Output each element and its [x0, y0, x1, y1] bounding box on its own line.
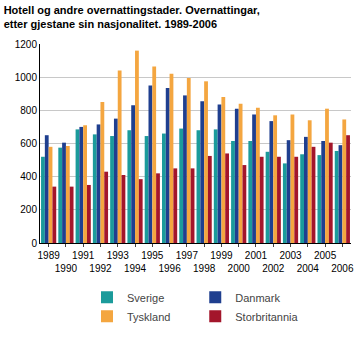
svg-text:Tyskland: Tyskland: [127, 311, 170, 323]
svg-text:2002: 2002: [262, 263, 285, 274]
svg-text:2001: 2001: [245, 250, 268, 261]
svg-text:1997: 1997: [176, 250, 199, 261]
svg-text:1992: 1992: [89, 263, 112, 274]
svg-text:1998: 1998: [193, 263, 216, 274]
svg-text:1200: 1200: [15, 39, 38, 50]
svg-text:Sverige: Sverige: [127, 292, 164, 304]
svg-text:2003: 2003: [279, 250, 302, 261]
svg-text:1991: 1991: [72, 250, 95, 261]
svg-text:1990: 1990: [55, 263, 78, 274]
svg-text:2000: 2000: [228, 263, 251, 274]
svg-text:Danmark: Danmark: [235, 292, 280, 304]
svg-text:2006: 2006: [331, 263, 354, 274]
svg-text:0: 0: [31, 238, 37, 249]
svg-text:1994: 1994: [124, 263, 147, 274]
svg-text:800: 800: [20, 105, 37, 116]
svg-text:1993: 1993: [107, 250, 130, 261]
svg-text:1999: 1999: [210, 250, 233, 261]
svg-text:400: 400: [20, 171, 37, 182]
svg-text:Storbritannia: Storbritannia: [235, 311, 298, 323]
svg-text:1995: 1995: [141, 250, 164, 261]
svg-text:1989: 1989: [38, 250, 61, 261]
svg-text:Hotell og andre overnattingsta: Hotell og andre overnattingstader. Overn…: [4, 4, 260, 30]
svg-text:1996: 1996: [158, 263, 181, 274]
svg-text:2005: 2005: [314, 250, 337, 261]
svg-text:200: 200: [20, 204, 37, 215]
svg-text:2004: 2004: [297, 263, 320, 274]
svg-text:600: 600: [20, 138, 37, 149]
svg-text:1000: 1000: [15, 72, 38, 83]
